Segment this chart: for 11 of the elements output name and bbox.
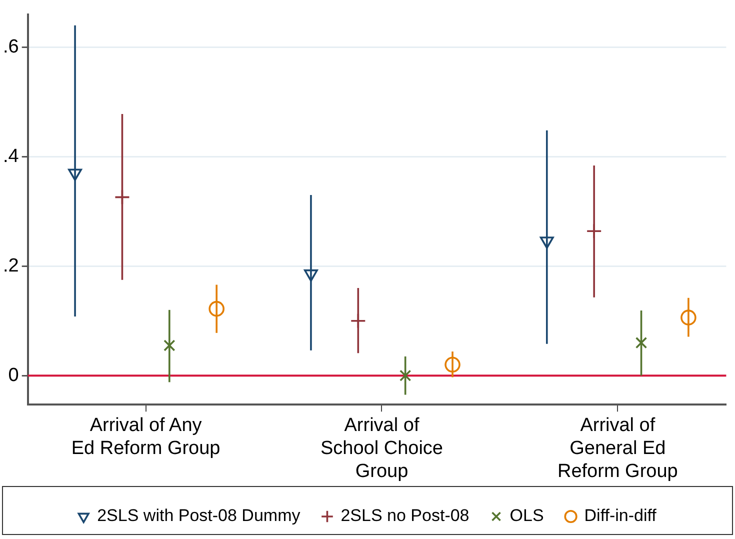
legend-label: OLS xyxy=(510,506,544,526)
legend-label: 2SLS no Post-08 xyxy=(340,506,470,526)
y-tick-label: 0 xyxy=(8,364,19,386)
x-tick-label: Arrival of General Ed Reform Group xyxy=(557,415,678,482)
y-tick-label: .4 xyxy=(2,146,20,167)
y-tick-label: .2 xyxy=(2,255,19,276)
legend-label: 2SLS with Post-08 Dummy xyxy=(97,506,301,526)
x-tick-label: Arrival of Any Ed Reform Group xyxy=(71,415,220,460)
legend-label: Diff-in-diff xyxy=(584,506,657,526)
y-tick-label: .6 xyxy=(2,36,19,58)
x-tick-label: Arrival of School Choice Group xyxy=(320,415,444,482)
